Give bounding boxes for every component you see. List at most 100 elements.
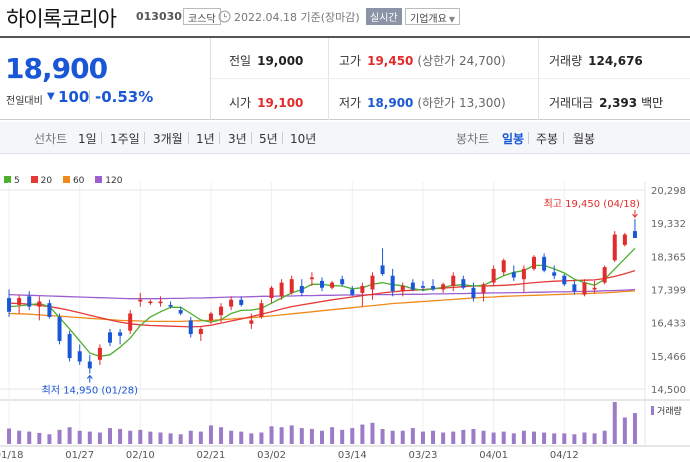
volume-bar: [562, 433, 567, 444]
volume-bar: [320, 430, 324, 444]
candle: [330, 282, 335, 288]
legend-label: 20: [40, 176, 53, 186]
volume-bar: [501, 431, 506, 444]
volume-bar: [178, 434, 183, 444]
volume-bar: [481, 430, 486, 444]
divider: [219, 132, 220, 144]
arrow-up-icon: [86, 374, 93, 383]
volume-bar: [632, 413, 637, 444]
candle: [400, 286, 405, 292]
candle: [622, 234, 627, 245]
chart-legend: 5 20 60 120: [4, 176, 130, 186]
volume-bar: [552, 433, 557, 444]
volume-bar: [87, 431, 92, 444]
volume-bar: [542, 432, 547, 444]
volume-legend-swatch: [651, 406, 654, 415]
volume-bar: [198, 431, 203, 444]
candle: [521, 268, 526, 280]
candle: [562, 275, 567, 285]
tab-10year[interactable]: 10년: [290, 132, 317, 146]
candle: [320, 280, 324, 288]
volume-bar: [97, 432, 102, 444]
candle: [491, 268, 496, 283]
tab-1week[interactable]: 1주일: [110, 132, 140, 146]
volume-bar: [17, 430, 22, 444]
candle: [97, 347, 102, 360]
title-bar: 하이록코리아 013030 코스닥 2022.04.18 기준(장마감) 실시간…: [0, 0, 690, 34]
x-tick-label: 01/27: [65, 450, 94, 461]
volume-bar: [108, 428, 112, 444]
candle: [612, 234, 617, 261]
y-tick-label: 20,298: [651, 186, 686, 197]
max-price-annotation: 최고 19,450 (04/18): [544, 198, 640, 210]
volume-bar: [511, 433, 516, 444]
volume-bar: [370, 422, 375, 444]
divider: [328, 38, 329, 120]
legend-swatch: [62, 176, 70, 183]
realtime-button[interactable]: 실시간: [366, 8, 402, 25]
line-chart-label: 선차트: [34, 132, 68, 146]
volume-bar: [138, 429, 143, 444]
company-overview-button[interactable]: 기업개요 ▼: [405, 8, 460, 25]
candle: [239, 299, 244, 305]
candle: [208, 313, 213, 321]
volume-bar: [279, 427, 284, 444]
upper-limit: (상한가 24,700): [417, 54, 506, 68]
open-value: 19,100: [257, 96, 304, 110]
divider: [144, 132, 145, 144]
candle: [188, 320, 193, 335]
y-tick-label: 19,332: [651, 219, 686, 230]
tab-monthly-candle[interactable]: 월봉: [573, 132, 596, 146]
tab-1day[interactable]: 1일: [78, 132, 97, 146]
x-tick-label: 03/02: [257, 450, 286, 461]
divider: [538, 38, 539, 120]
x-tick-label: 03/14: [338, 450, 367, 461]
candle: [118, 332, 123, 336]
tab-daily-candle[interactable]: 일봉: [502, 132, 525, 146]
volume-value: 124,676: [588, 54, 643, 68]
high-label: 고가: [339, 54, 362, 68]
candle: [360, 286, 365, 293]
volume-bar: [158, 432, 163, 444]
candle: [17, 298, 22, 305]
stock-code: 013030: [136, 10, 182, 23]
prev-close-row: 전일 19,000: [229, 52, 303, 70]
tab-3year[interactable]: 3년: [228, 132, 247, 146]
volume-bar: [77, 430, 82, 444]
x-tick-label: 02/21: [197, 450, 226, 461]
amount-unit: 백만: [641, 96, 664, 110]
candle: [441, 284, 446, 290]
prev-close-value: 19,000: [257, 54, 304, 68]
tab-3month[interactable]: 3개월: [153, 132, 183, 146]
volume-bar: [410, 428, 415, 444]
candle: [269, 287, 274, 299]
candle: [309, 277, 314, 280]
x-tick-label: 04/12: [550, 450, 579, 461]
candle: [471, 287, 476, 299]
volume-bar: [380, 428, 385, 444]
candle: [249, 320, 254, 324]
candle: [289, 279, 294, 293]
candle: [380, 265, 385, 275]
legend-item-ma60: 60: [62, 176, 84, 186]
volume-bar: [239, 431, 244, 444]
tab-1year[interactable]: 1년: [196, 132, 215, 146]
volume-bar: [521, 430, 526, 444]
stock-name: 하이록코리아: [6, 7, 117, 31]
candle: [57, 316, 62, 341]
tab-weekly-candle[interactable]: 주봉: [536, 132, 559, 146]
down-triangle-icon: ▼: [47, 91, 55, 102]
candle: [592, 287, 597, 290]
amount-value: 2,393: [599, 96, 638, 110]
candlestick-chart[interactable]: 20,298 19,332 18,365 17,399 16,433 15,466 14,5…: [0, 168, 690, 462]
divider: [89, 90, 90, 104]
volume-bar: [451, 431, 456, 444]
chevron-down-icon: ▼: [448, 15, 455, 24]
tab-5year[interactable]: 5년: [259, 132, 278, 146]
volume-bar: [249, 433, 254, 444]
candle: [108, 332, 112, 343]
volume-bar: [350, 428, 355, 444]
volume-bar: [390, 430, 395, 444]
volume-bar: [582, 432, 587, 444]
candle: [47, 303, 52, 317]
